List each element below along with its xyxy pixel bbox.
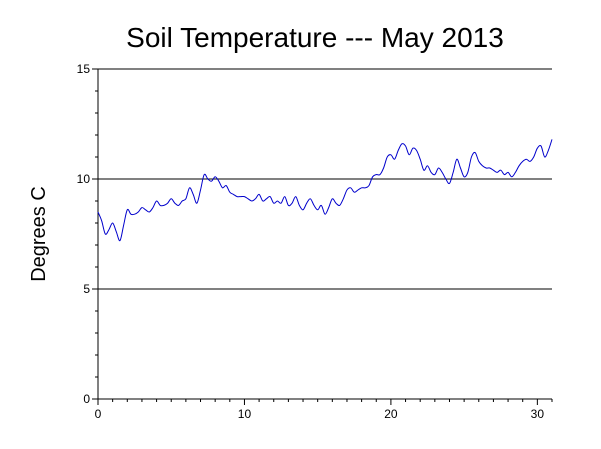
y-tick-label: 5 (83, 282, 90, 296)
x-tick-label: 10 (238, 407, 252, 421)
y-tick-label: 15 (77, 62, 91, 76)
ticks (92, 68, 553, 405)
gridlines (98, 68, 552, 290)
series-line-0 (97, 139, 553, 242)
y-axis-label: Degrees C (28, 186, 50, 282)
tick-labels: 0 5 10 15 0 10 20 30 (77, 62, 545, 421)
x-tick-label: 30 (531, 407, 545, 421)
x-tick-label: 20 (384, 407, 398, 421)
y-tick-label: 0 (83, 392, 90, 406)
x-tick-label: 0 (95, 407, 102, 421)
axes (97, 69, 552, 400)
chart-title: Soil Temperature --- May 2013 (126, 22, 504, 53)
y-tick-label: 10 (77, 172, 91, 186)
series-group (97, 139, 553, 242)
